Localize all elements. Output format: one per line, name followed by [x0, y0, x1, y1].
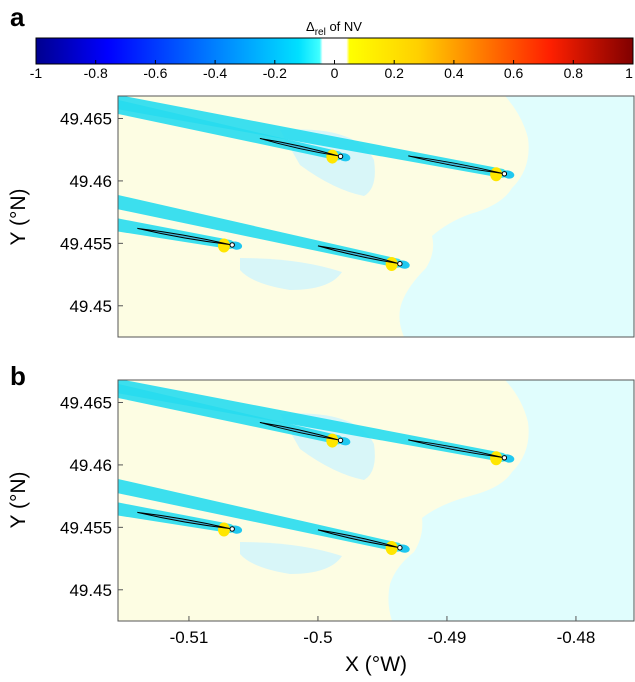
turbine-tip-marker — [229, 242, 235, 248]
positive-anomaly — [326, 149, 339, 164]
turbine-tip-marker — [337, 437, 344, 444]
panel-b-y-label: Y (°N) — [7, 471, 30, 528]
y-tick-label: 49.45 — [69, 297, 112, 316]
colorbar-tick-label: -0.8 — [84, 65, 108, 81]
turbine-tip-marker — [337, 153, 344, 160]
panel-a-frame — [117, 95, 635, 338]
panel-a-turbines — [137, 137, 515, 271]
panel-a-letter: a — [10, 2, 25, 32]
x-tick-label: -0.49 — [428, 628, 467, 647]
panel-b-y-ticks: 49.465 49.46 49.455 49.45 — [60, 393, 123, 600]
colorbar-tick-label: 0 — [331, 65, 339, 81]
x-tick-label: -0.51 — [170, 628, 209, 647]
y-tick-label: 49.465 — [60, 393, 112, 412]
panel-a-wake-halo-lower — [240, 258, 342, 290]
y-tick-label: 49.46 — [69, 172, 112, 191]
positive-anomaly — [385, 256, 398, 271]
panel-a-y-ticks: 49.465 49.46 49.455 49.45 — [60, 109, 123, 316]
turbine-tip-marker — [501, 171, 508, 177]
colorbar-tick-label: 1 — [625, 65, 633, 81]
positive-anomaly — [217, 238, 230, 253]
positive-anomaly — [490, 451, 503, 466]
y-tick-label: 49.45 — [69, 581, 112, 600]
y-tick-label: 49.455 — [60, 234, 112, 253]
turbine-tip-marker — [397, 545, 403, 551]
colorbar-title-delta: Δ — [306, 19, 315, 34]
panel-a: a 49.465 49.46 49.455 49.45 Y (°N) — [7, 2, 635, 338]
colorbar-tick-label: -0.6 — [143, 65, 167, 81]
positive-anomaly — [385, 540, 398, 555]
colorbar-tick-label: -1 — [30, 65, 43, 81]
turbine-tip-marker — [501, 455, 508, 461]
colorbar-title: Δrel of NV — [306, 19, 362, 38]
panel-b-wake-halo-lower — [240, 542, 342, 574]
turbine-tip-marker — [397, 261, 403, 267]
turbine-tip-marker — [229, 526, 235, 532]
panel-a-y-label: Y (°N) — [7, 188, 30, 245]
colorbar-ticks: -1 -0.8 -0.6 -0.4 -0.2 0 0.2 0.4 0.6 0.8 1 — [30, 60, 634, 81]
colorbar-tick-label: -0.2 — [263, 65, 287, 81]
x-tick-label: -0.48 — [557, 628, 596, 647]
panel-b-x-ticks: -0.51 -0.5 -0.49 -0.48 — [170, 616, 596, 647]
colorbar-title-rest: of NV — [326, 19, 362, 34]
colorbar-tick-label: 0.2 — [384, 65, 404, 81]
colorbar-tick-label: 0.6 — [504, 65, 524, 81]
colorbar-tick-label: 0.4 — [444, 65, 464, 81]
panel-b-frame — [117, 379, 635, 622]
positive-anomaly — [490, 167, 503, 182]
colorbar: -1 -0.8 -0.6 -0.4 -0.2 0 0.2 0.4 0.6 0.8 1 Δrel of… — [30, 19, 634, 81]
positive-anomaly — [326, 433, 339, 448]
colorbar-tick-label: -0.4 — [203, 65, 227, 81]
x-tick-label: -0.5 — [303, 628, 332, 647]
y-tick-label: 49.46 — [69, 456, 112, 475]
panel-b-turbines — [137, 421, 515, 555]
panel-b-negative-region — [388, 380, 634, 621]
colorbar-tick-label: 0.8 — [564, 65, 584, 81]
panel-b-letter: b — [10, 361, 26, 391]
colorbar-gradient — [35, 37, 634, 65]
y-tick-label: 49.455 — [60, 518, 112, 537]
panel-a-negative-region — [399, 96, 634, 337]
x-axis-label: X (°W) — [345, 653, 407, 676]
colorbar-title-sub: rel — [315, 27, 326, 38]
positive-anomaly — [217, 522, 230, 537]
y-tick-label: 49.465 — [60, 109, 112, 128]
